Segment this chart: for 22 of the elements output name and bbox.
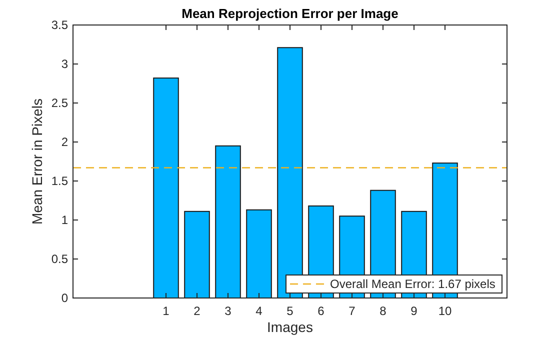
x-tick-label: 5 [286,304,294,318]
x-tick-label: 6 [318,304,325,318]
y-tick-label: 0 [61,291,68,305]
y-tick-label: 0.5 [51,252,68,266]
x-tick-label: 8 [380,304,387,318]
y-tick-label: 3.5 [51,18,68,32]
y-tick-label: 3 [61,57,68,71]
x-tick-label: 3 [224,304,232,318]
x-axis-title: Images [267,319,313,335]
y-tick-label: 1 [61,213,68,227]
x-tick-label: 10 [438,304,452,318]
chart-title: Mean Reprojection Error per Image [182,6,398,21]
x-tick-label: 2 [194,304,201,318]
legend-label: Overall Mean Error: 1.67 pixels [330,277,496,291]
y-tick-label: 1.5 [51,174,68,188]
y-axis-title: Mean Error in Pixels [29,98,45,225]
x-tick-label: 1 [162,304,170,318]
y-tick-label: 2.5 [51,96,68,110]
x-tick-label: 9 [410,304,418,318]
y-tick-label: 2 [61,135,68,149]
x-tick-label: 7 [348,304,356,318]
x-tick-label: 4 [256,304,263,318]
